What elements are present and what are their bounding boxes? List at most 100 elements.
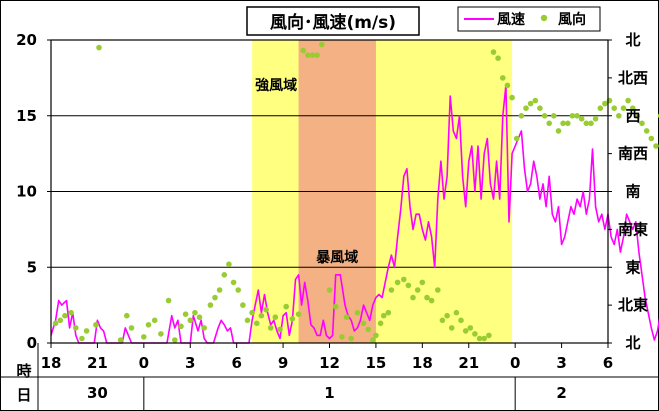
direction-point [653, 143, 659, 149]
direction-point [319, 41, 325, 48]
direction-point [365, 326, 372, 333]
direction-point [481, 335, 488, 342]
direction-point [551, 113, 557, 119]
direction-point [602, 100, 608, 107]
direction-tick-label: 北 [625, 31, 640, 49]
direction-point [574, 113, 580, 119]
direction-point [354, 309, 361, 316]
x-tick-label: 0 [139, 354, 149, 372]
direction-point [343, 314, 350, 321]
direction-tick-label: 北西 [618, 69, 648, 87]
direction-point [128, 325, 135, 331]
x-tick-label: 0 [510, 354, 520, 372]
direction-point [541, 113, 548, 119]
x-tick-label: 15 [365, 354, 386, 372]
direction-point [583, 120, 590, 127]
direction-point [523, 105, 529, 111]
direction-point [117, 337, 124, 343]
direction-point [611, 105, 617, 111]
x-tick-label: 3 [556, 354, 566, 372]
direction-tick-label: 南西 [618, 145, 648, 163]
direction-point [263, 306, 269, 313]
direction-point [289, 316, 296, 322]
direction-point [458, 317, 464, 324]
y-tick-label: 15 [16, 107, 37, 125]
direction-point [419, 279, 426, 286]
direction-point [314, 52, 320, 58]
direction-point [462, 328, 469, 334]
direction-point [500, 75, 506, 81]
direction-point [172, 337, 178, 343]
direction-point [428, 297, 435, 304]
direction-point [424, 294, 430, 301]
direction-point [226, 261, 232, 268]
direction-point [625, 97, 631, 104]
x-tick-label: 12 [319, 354, 340, 372]
direction-point [448, 325, 455, 331]
direction-point [96, 44, 102, 51]
x-tick-label: 9 [278, 354, 288, 372]
direction-point [158, 331, 164, 337]
direction-point [639, 120, 645, 127]
direction-point [648, 135, 655, 142]
direction-point [394, 279, 401, 286]
direction-tick-label: 北東 [618, 296, 648, 314]
direction-point [221, 272, 228, 278]
direction-point [453, 309, 460, 316]
direction-point [467, 325, 474, 331]
direction-point [504, 82, 511, 89]
day-row-label: 日 [16, 386, 31, 404]
direction-point [283, 303, 290, 310]
day-label: 2 [556, 384, 566, 402]
direction-tick-label: 南東 [618, 220, 648, 238]
direction-point [62, 312, 68, 319]
direction-point [207, 302, 214, 308]
direction-point [240, 302, 246, 308]
direction-point [182, 311, 189, 318]
day-label: 1 [324, 384, 334, 402]
direction-point [305, 52, 311, 58]
direction-point [643, 128, 650, 134]
direction-point [620, 105, 627, 111]
direction-point [527, 100, 534, 107]
direction-point [630, 105, 636, 111]
series-layer [50, 41, 659, 344]
direction-point [385, 309, 392, 316]
direction-point [332, 303, 339, 310]
title-box [246, 6, 420, 36]
y-tick-label: 5 [27, 258, 37, 276]
direction-point [560, 120, 566, 127]
direction-point [216, 287, 223, 293]
direction-point [476, 335, 483, 342]
direction-point [578, 116, 585, 122]
direction-point [360, 320, 367, 327]
direction-point [124, 312, 130, 319]
direction-point [532, 97, 539, 104]
direction-point [401, 276, 407, 283]
direction-point [68, 309, 74, 316]
chart-title: 風向･風速(m/s) [270, 12, 396, 33]
direction-point [373, 332, 379, 339]
direction-point [509, 94, 515, 101]
direction-point [295, 311, 302, 318]
hour-row-label: 時 [16, 362, 31, 380]
direction-point [414, 287, 421, 293]
direction-point [546, 120, 552, 127]
direction-point [490, 49, 497, 55]
direction-point [52, 320, 59, 327]
direction-point [513, 135, 520, 142]
zone-label-strong: 強風域 [255, 77, 297, 94]
direction-point [187, 317, 194, 324]
direction-point [272, 314, 279, 321]
direction-point [267, 325, 274, 331]
y-tick-label: 0 [27, 334, 37, 352]
direction-point [370, 337, 376, 343]
direction-point [348, 335, 355, 342]
legend-direction-swatch [540, 14, 548, 22]
direction-point [634, 113, 641, 119]
x-tick-label: 3 [185, 354, 195, 372]
direction-point [57, 317, 64, 324]
direction-point [435, 287, 441, 293]
direction-point [178, 323, 184, 330]
